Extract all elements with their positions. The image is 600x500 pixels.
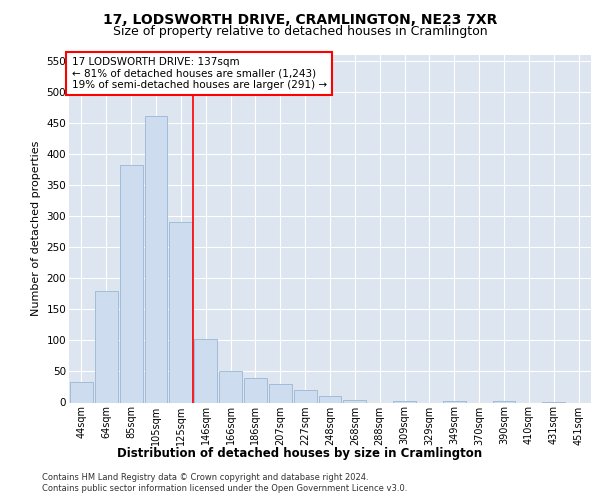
Text: 17 LODSWORTH DRIVE: 137sqm
← 81% of detached houses are smaller (1,243)
19% of s: 17 LODSWORTH DRIVE: 137sqm ← 81% of deta… <box>71 56 327 90</box>
Bar <box>244 378 267 402</box>
Bar <box>169 222 192 402</box>
Bar <box>95 291 118 403</box>
Text: Contains public sector information licensed under the Open Government Licence v3: Contains public sector information licen… <box>42 484 407 493</box>
Text: 17, LODSWORTH DRIVE, CRAMLINGTON, NE23 7XR: 17, LODSWORTH DRIVE, CRAMLINGTON, NE23 7… <box>103 12 497 26</box>
Bar <box>393 400 416 402</box>
Bar <box>343 400 366 402</box>
Bar <box>319 396 341 402</box>
Bar <box>194 339 217 402</box>
Text: Contains HM Land Registry data © Crown copyright and database right 2024.: Contains HM Land Registry data © Crown c… <box>42 472 368 482</box>
Bar <box>269 384 292 402</box>
Bar <box>145 116 167 403</box>
Y-axis label: Number of detached properties: Number of detached properties <box>31 141 41 316</box>
Bar <box>294 390 317 402</box>
Text: Distribution of detached houses by size in Cramlington: Distribution of detached houses by size … <box>118 448 482 460</box>
Bar <box>219 372 242 402</box>
Bar <box>120 165 143 402</box>
Bar <box>70 382 93 402</box>
Text: Size of property relative to detached houses in Cramlington: Size of property relative to detached ho… <box>113 25 487 38</box>
